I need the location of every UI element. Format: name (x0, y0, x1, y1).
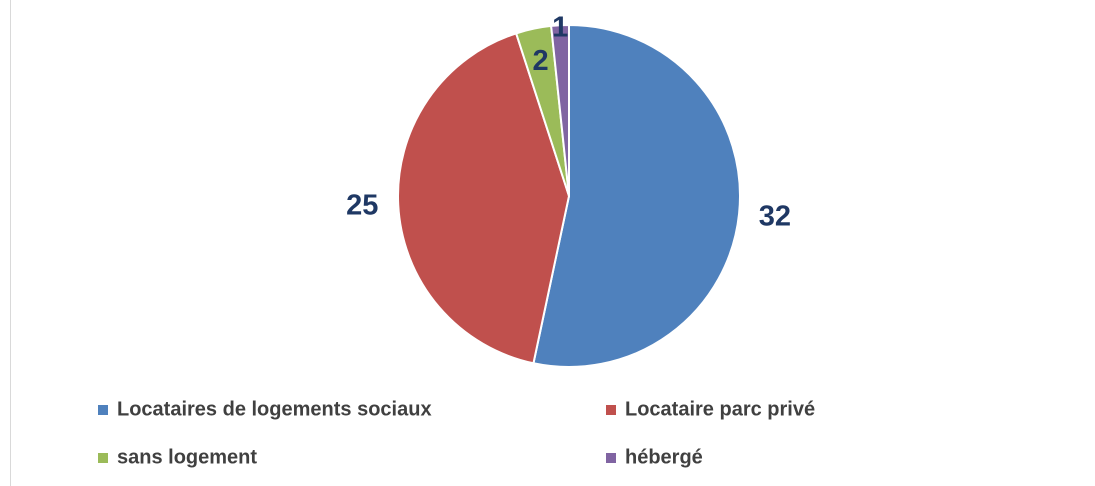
legend-label: Locataire parc privé (625, 398, 815, 420)
value-label: 25 (346, 189, 378, 221)
pie (397, 23, 741, 368)
value-label: 1 (552, 11, 568, 43)
legend-swatch (606, 453, 616, 463)
legend-label: hébergé (625, 446, 703, 468)
legend-swatch (98, 453, 108, 463)
value-label: 32 (759, 200, 791, 232)
pie-slice (532, 23, 741, 368)
legend-label: sans logement (117, 446, 257, 468)
pie-slice (550, 23, 570, 197)
legend-swatch (606, 405, 616, 415)
legend-label: Locataires de logements sociaux (117, 398, 432, 420)
legend-swatch (98, 405, 108, 415)
value-label: 2 (532, 45, 548, 77)
value-labels: 32 25 21 (346, 11, 791, 232)
legend: Locataires de logements sociaux Locataire… (98, 398, 815, 468)
pie-slice (397, 32, 571, 365)
